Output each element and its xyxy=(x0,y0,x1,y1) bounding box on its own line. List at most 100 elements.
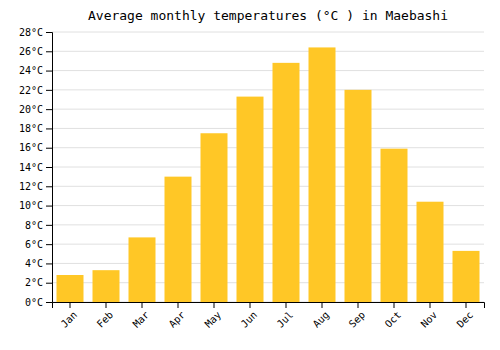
y-tick-mark xyxy=(46,167,52,168)
y-tick-label: 10°C xyxy=(19,200,43,211)
grid-line xyxy=(52,89,484,90)
y-axis: 0°C 2°C 4°C 6°C 8°C 10°C 12°C 14°C 16°C 18°C 20°C 2… xyxy=(19,27,53,308)
y-tick-mark xyxy=(46,302,52,303)
y-tick-label: 12°C xyxy=(19,181,43,192)
grid-line xyxy=(52,167,484,168)
grid-line xyxy=(52,147,484,148)
y-tick-mark xyxy=(46,32,52,33)
x-tick-mark xyxy=(178,302,179,308)
y-tick: 18°C xyxy=(19,123,52,134)
y-tick-mark xyxy=(46,283,52,284)
y-tick: 24°C xyxy=(19,65,52,76)
x-tick-label: Jan xyxy=(59,309,80,330)
x-tick-label: Jun xyxy=(239,309,260,330)
plot-area: 0°C 2°C 4°C 6°C 8°C 10°C 12°C 14°C 16°C 18°C 20°C 2… xyxy=(19,27,485,330)
grid-line xyxy=(52,109,484,110)
y-tick-label: 22°C xyxy=(19,85,43,96)
x-tick-label: Mar xyxy=(131,309,152,330)
x-tick-label: May xyxy=(203,309,224,330)
x-axis-line xyxy=(53,303,485,309)
title: Average monthly temperatures (°C ) in Ma… xyxy=(88,8,448,23)
x-tick-label: Oct xyxy=(383,309,404,330)
bar xyxy=(273,63,300,302)
x-tick: Mar xyxy=(131,302,152,330)
bar xyxy=(345,90,372,302)
bar xyxy=(165,177,192,302)
grid-line xyxy=(52,186,484,187)
x-tick: Jul xyxy=(275,302,296,330)
x-tick-label: Dec xyxy=(455,309,476,330)
x-tick-label: Sep xyxy=(347,309,368,330)
y-tick: 28°C xyxy=(19,27,52,38)
y-tick-mark xyxy=(46,186,52,187)
y-tick: 22°C xyxy=(19,85,52,96)
y-tick: 2°C xyxy=(25,277,52,288)
y-tick: 10°C xyxy=(19,200,52,211)
y-tick: 4°C xyxy=(25,258,52,269)
y-tick-mark xyxy=(46,148,52,149)
y-tick: 26°C xyxy=(19,46,52,57)
y-tick-label: 20°C xyxy=(19,104,43,115)
x-tick: Apr xyxy=(167,302,188,330)
y-tick-label: 24°C xyxy=(19,65,43,76)
y-tick: 14°C xyxy=(19,162,52,173)
y-tick-label: 18°C xyxy=(19,123,43,134)
y-tick: 12°C xyxy=(19,181,52,192)
y-tick-label: 0°C xyxy=(25,297,43,308)
x-tick-mark xyxy=(358,302,359,308)
x-tick-mark xyxy=(250,302,251,308)
x-axis: Jan Feb Mar Apr May Jun Jul Aug Sep Oct Nov Dec xyxy=(53,302,485,330)
y-tick: 20°C xyxy=(19,104,52,115)
bar xyxy=(93,270,120,302)
x-tick-mark xyxy=(322,302,323,308)
x-tick: Jan xyxy=(59,302,80,330)
grid-line xyxy=(52,32,484,33)
x-tick-mark xyxy=(394,302,395,308)
y-axis-line xyxy=(46,33,53,303)
y-tick-mark xyxy=(46,263,52,264)
x-tick: Nov xyxy=(419,302,440,330)
x-tick: Aug xyxy=(311,302,332,330)
y-tick: 8°C xyxy=(25,220,52,231)
bar xyxy=(453,251,480,302)
bar xyxy=(309,47,336,302)
y-tick-label: 26°C xyxy=(19,46,43,57)
y-tick-label: 14°C xyxy=(19,162,43,173)
y-tick: 6°C xyxy=(25,239,52,250)
y-tick-mark xyxy=(46,244,52,245)
bar xyxy=(381,149,408,302)
grid-line xyxy=(52,51,484,52)
y-tick-mark xyxy=(46,225,52,226)
y-tick-mark xyxy=(46,206,52,207)
y-tick-label: 4°C xyxy=(25,258,43,269)
y-tick-mark xyxy=(46,128,52,129)
y-tick-label: 8°C xyxy=(25,220,43,231)
y-tick: 16°C xyxy=(19,142,52,153)
x-tick: Oct xyxy=(383,302,404,330)
x-tick-mark xyxy=(106,302,107,308)
bar xyxy=(237,97,264,302)
x-tick-mark xyxy=(466,302,467,308)
y-tick: 0°C xyxy=(25,297,52,308)
grid-line xyxy=(52,128,484,129)
bar xyxy=(201,133,228,302)
grid-line xyxy=(52,70,484,71)
y-tick-mark xyxy=(46,90,52,91)
x-tick: Jun xyxy=(239,302,260,330)
bar xyxy=(57,275,84,302)
y-tick-label: 28°C xyxy=(19,27,43,38)
x-tick-mark xyxy=(214,302,215,308)
x-tick: Sep xyxy=(347,302,368,330)
y-tick-mark xyxy=(46,109,52,110)
x-tick-mark xyxy=(286,302,287,308)
y-tick-label: 16°C xyxy=(19,142,43,153)
y-tick-label: 6°C xyxy=(25,239,43,250)
x-tick-label: Feb xyxy=(95,309,116,330)
y-tick-label: 2°C xyxy=(25,277,43,288)
x-tick: Feb xyxy=(95,302,116,330)
bar xyxy=(129,237,156,302)
x-tick-mark xyxy=(142,302,143,308)
x-tick-mark xyxy=(70,302,71,308)
x-tick-label: Nov xyxy=(419,309,440,330)
bars xyxy=(57,47,480,302)
